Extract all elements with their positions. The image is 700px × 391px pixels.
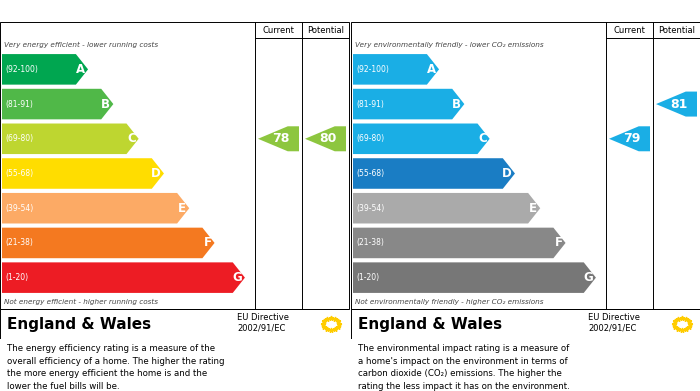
Text: (69-80): (69-80) bbox=[356, 134, 384, 143]
Text: (21-38): (21-38) bbox=[356, 239, 384, 248]
Polygon shape bbox=[353, 158, 515, 189]
Polygon shape bbox=[656, 91, 697, 117]
Text: C: C bbox=[127, 132, 136, 145]
Polygon shape bbox=[2, 54, 88, 84]
Text: (81-91): (81-91) bbox=[356, 100, 384, 109]
Text: F: F bbox=[554, 237, 563, 249]
Text: 80: 80 bbox=[319, 132, 337, 145]
Text: 78: 78 bbox=[272, 132, 290, 145]
Text: EU Directive
2002/91/EC: EU Directive 2002/91/EC bbox=[588, 313, 640, 332]
Text: (21-38): (21-38) bbox=[5, 239, 33, 248]
Text: G: G bbox=[232, 271, 242, 284]
Polygon shape bbox=[2, 89, 113, 119]
Polygon shape bbox=[353, 54, 439, 84]
Polygon shape bbox=[2, 193, 189, 224]
Polygon shape bbox=[2, 262, 245, 293]
Text: 81: 81 bbox=[671, 98, 687, 111]
Text: Energy Efficiency Rating: Energy Efficiency Rating bbox=[5, 5, 168, 18]
Text: Potential: Potential bbox=[307, 25, 344, 34]
Text: G: G bbox=[583, 271, 593, 284]
Polygon shape bbox=[353, 262, 596, 293]
Text: England & Wales: England & Wales bbox=[358, 316, 502, 332]
Text: E: E bbox=[529, 202, 538, 215]
Text: D: D bbox=[151, 167, 161, 180]
Text: Current: Current bbox=[614, 25, 645, 34]
Text: (55-68): (55-68) bbox=[5, 169, 33, 178]
Text: (1-20): (1-20) bbox=[5, 273, 28, 282]
Polygon shape bbox=[2, 124, 139, 154]
Text: A: A bbox=[427, 63, 436, 76]
Text: England & Wales: England & Wales bbox=[7, 316, 151, 332]
Polygon shape bbox=[258, 126, 299, 151]
Text: F: F bbox=[204, 237, 211, 249]
Text: Not environmentally friendly - higher CO₂ emissions: Not environmentally friendly - higher CO… bbox=[355, 299, 543, 305]
Text: (55-68): (55-68) bbox=[356, 169, 384, 178]
Text: 79: 79 bbox=[623, 132, 640, 145]
Polygon shape bbox=[353, 193, 540, 224]
Polygon shape bbox=[2, 158, 164, 189]
Text: EU Directive
2002/91/EC: EU Directive 2002/91/EC bbox=[237, 313, 289, 332]
Text: C: C bbox=[478, 132, 486, 145]
Text: (39-54): (39-54) bbox=[356, 204, 384, 213]
Polygon shape bbox=[2, 228, 214, 258]
Text: (92-100): (92-100) bbox=[5, 65, 38, 74]
Text: Environmental Impact (CO₂) Rating: Environmental Impact (CO₂) Rating bbox=[356, 5, 589, 18]
Text: (69-80): (69-80) bbox=[5, 134, 33, 143]
Polygon shape bbox=[353, 228, 566, 258]
Text: B: B bbox=[452, 98, 461, 111]
Text: The environmental impact rating is a measure of
a home's impact on the environme: The environmental impact rating is a mea… bbox=[358, 344, 570, 391]
Polygon shape bbox=[353, 89, 464, 119]
Text: Potential: Potential bbox=[658, 25, 695, 34]
Text: (92-100): (92-100) bbox=[356, 65, 389, 74]
Text: (1-20): (1-20) bbox=[356, 273, 379, 282]
Text: D: D bbox=[502, 167, 512, 180]
Text: Very environmentally friendly - lower CO₂ emissions: Very environmentally friendly - lower CO… bbox=[355, 42, 544, 48]
Text: (81-91): (81-91) bbox=[5, 100, 33, 109]
Text: A: A bbox=[76, 63, 85, 76]
Text: Not energy efficient - higher running costs: Not energy efficient - higher running co… bbox=[4, 299, 158, 305]
Text: Very energy efficient - lower running costs: Very energy efficient - lower running co… bbox=[4, 42, 158, 48]
Text: B: B bbox=[102, 98, 111, 111]
Text: Current: Current bbox=[262, 25, 295, 34]
Polygon shape bbox=[305, 126, 346, 151]
Text: E: E bbox=[178, 202, 186, 215]
Text: The energy efficiency rating is a measure of the
overall efficiency of a home. T: The energy efficiency rating is a measur… bbox=[7, 344, 225, 391]
Polygon shape bbox=[353, 124, 490, 154]
Polygon shape bbox=[609, 126, 650, 151]
Text: (39-54): (39-54) bbox=[5, 204, 34, 213]
